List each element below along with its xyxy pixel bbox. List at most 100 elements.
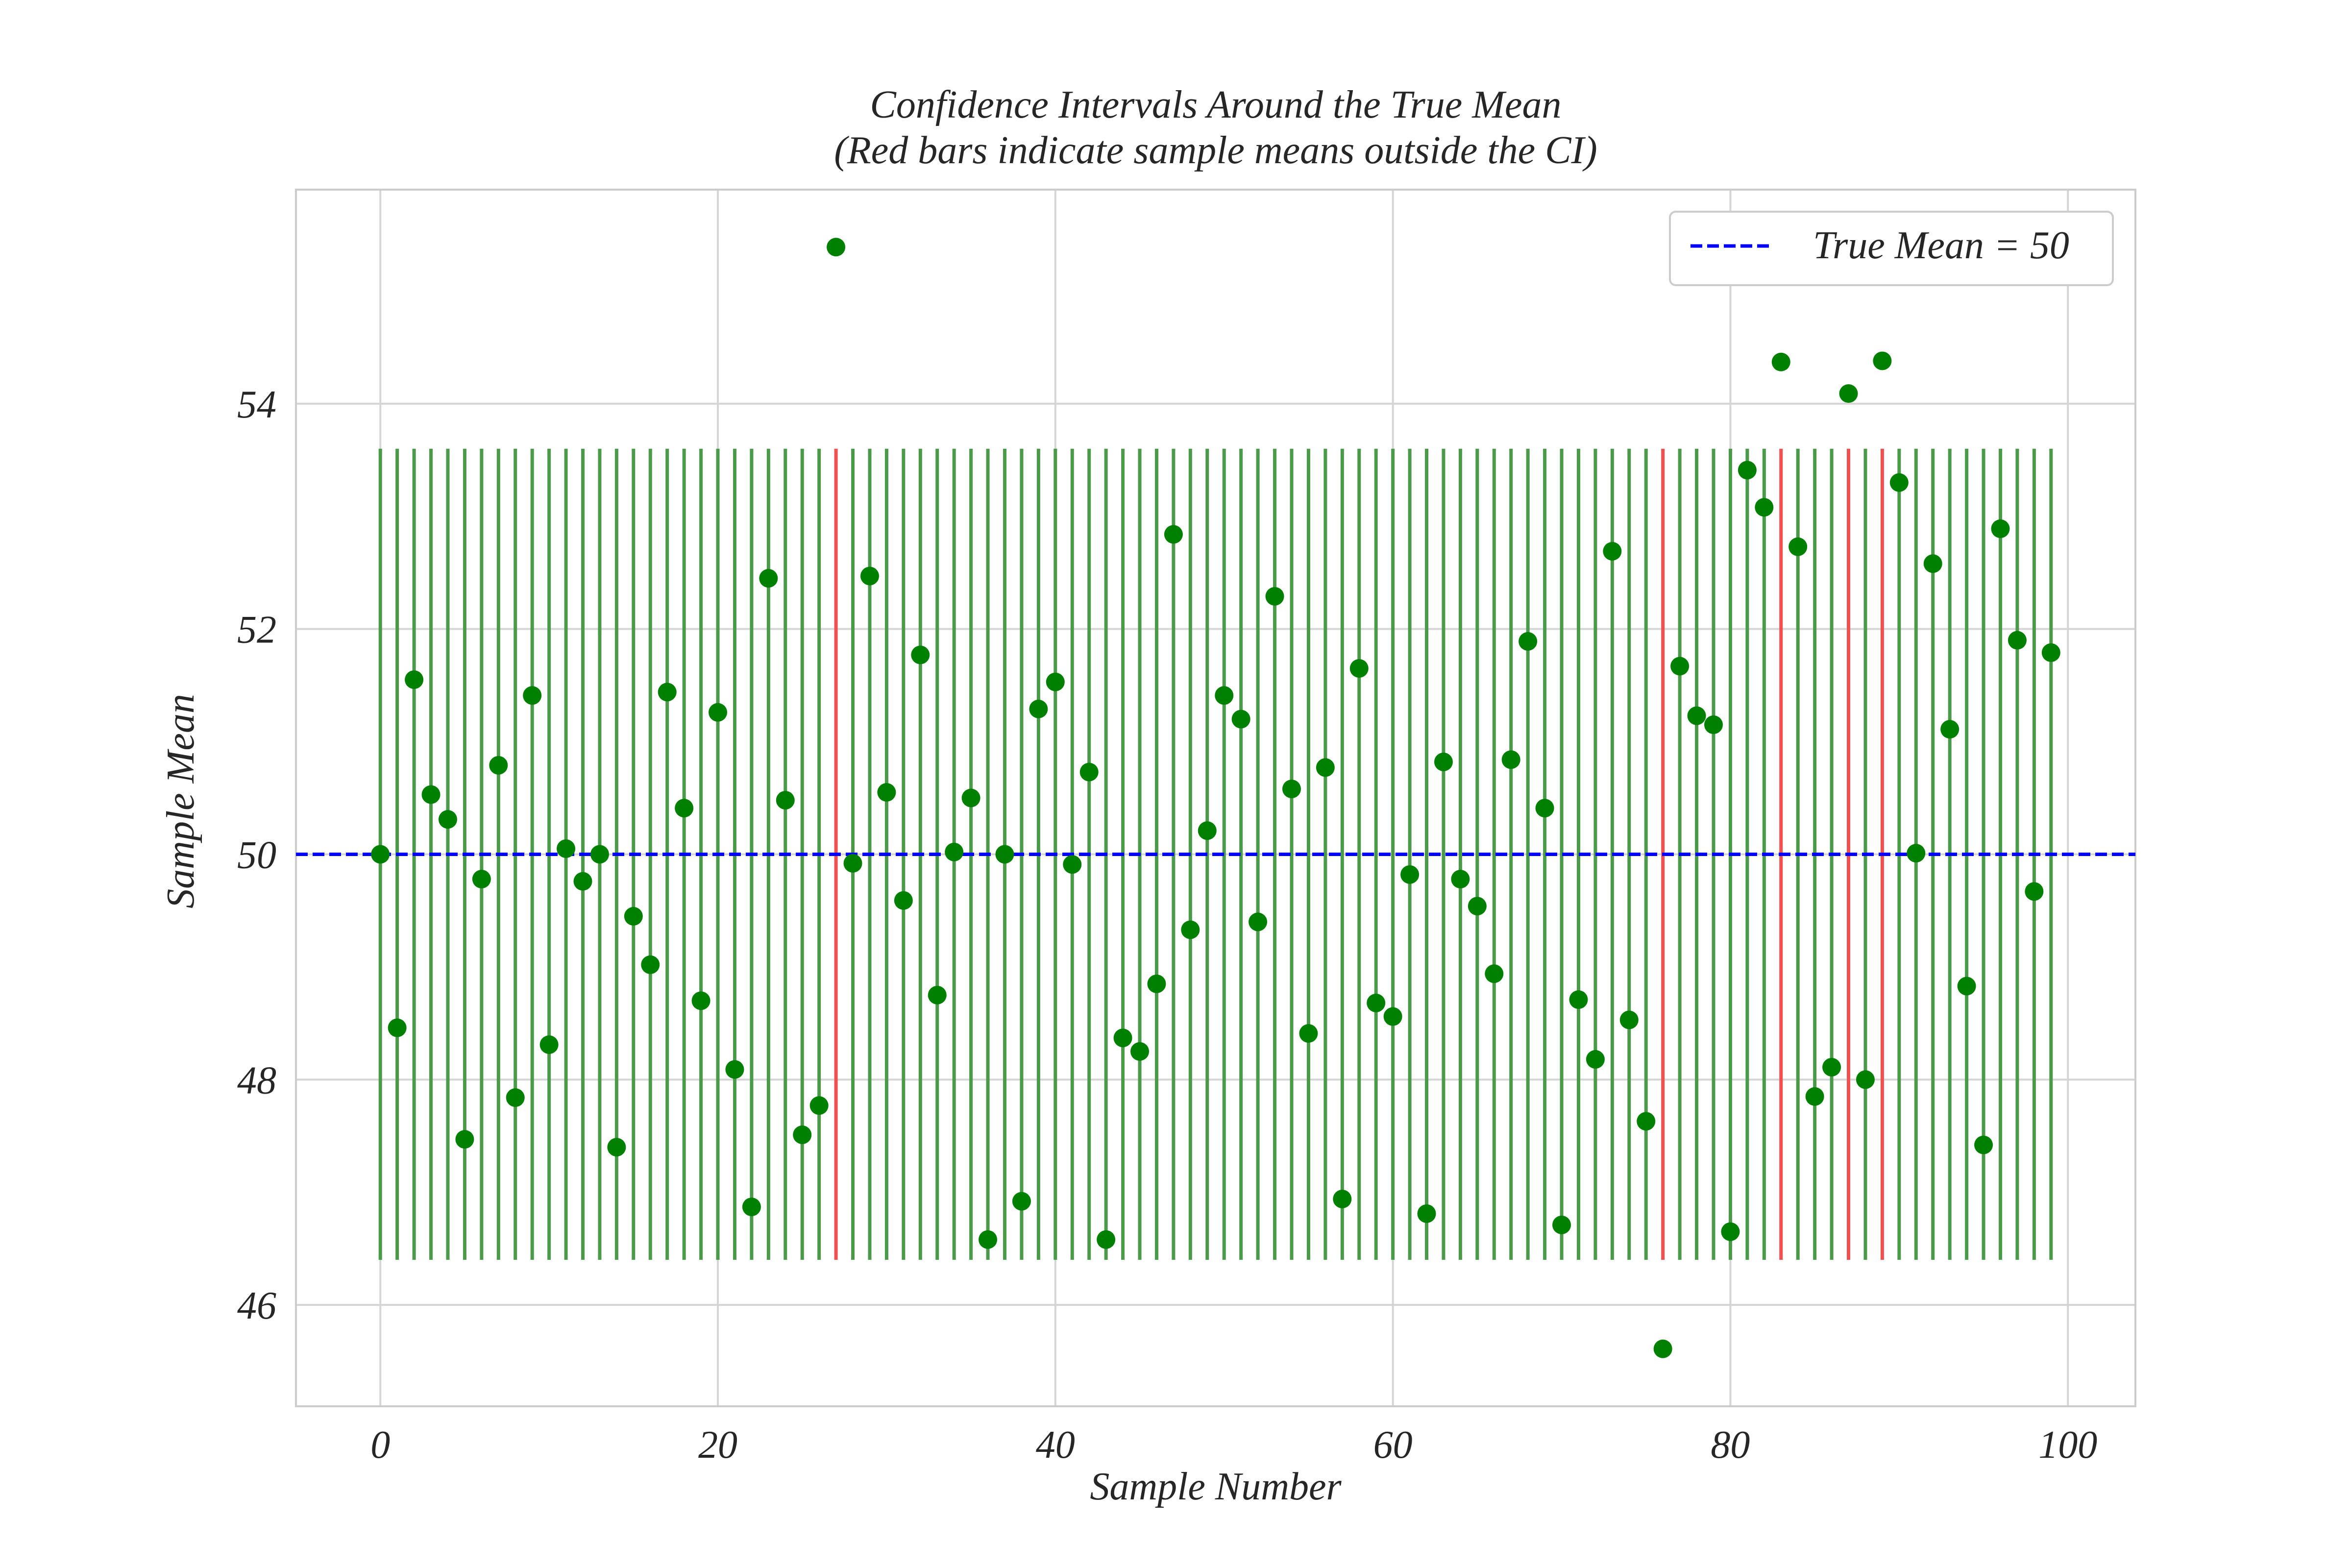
- sample-mean-point: [489, 756, 508, 775]
- sample-mean-point: [1063, 855, 1082, 874]
- sample-mean-point: [388, 1018, 407, 1037]
- sample-mean-points: [371, 238, 2060, 1358]
- sample-mean-point: [809, 1096, 829, 1115]
- sample-mean-point: [2041, 643, 2060, 662]
- sample-mean-point: [1889, 473, 1909, 492]
- sample-mean-point: [1012, 1192, 1031, 1211]
- sample-mean-point: [1822, 1057, 1841, 1077]
- sample-mean-point: [1029, 699, 1048, 718]
- sample-mean-point: [894, 891, 913, 910]
- sample-mean-point: [1670, 657, 1690, 676]
- x-tick-label: 100: [2038, 1423, 2097, 1467]
- sample-mean-point: [1468, 897, 1487, 916]
- sample-mean-point: [675, 799, 694, 818]
- sample-mean-point: [1316, 758, 1335, 777]
- sample-mean-point: [843, 854, 862, 873]
- sample-mean-point: [1637, 1112, 1656, 1131]
- sample-mean-point: [371, 845, 390, 864]
- sample-mean-point: [1991, 519, 2010, 539]
- sample-mean-point: [2025, 882, 2044, 901]
- sample-mean-point: [979, 1230, 998, 1249]
- sample-mean-point: [405, 670, 424, 689]
- sample-mean-point: [1383, 1007, 1402, 1026]
- sample-mean-point: [1805, 1087, 1824, 1106]
- grid-lines: [296, 190, 2135, 1406]
- sample-mean-point: [1856, 1070, 1875, 1089]
- sample-mean-point: [945, 842, 964, 861]
- x-tick-label: 80: [1711, 1423, 1750, 1467]
- sample-mean-point: [961, 788, 980, 808]
- sample-mean-point: [1231, 710, 1250, 729]
- sample-mean-point: [1434, 752, 1453, 771]
- legend-label: True Mean = 50: [1813, 224, 2069, 267]
- sample-mean-point: [557, 839, 576, 858]
- sample-mean-point: [1282, 780, 1301, 799]
- sample-mean-point: [590, 845, 609, 864]
- sample-mean-point: [1417, 1204, 1436, 1223]
- sample-mean-point: [827, 238, 846, 257]
- tick-labels: 0 20 40 60 80 100 46 48 50 52 54: [237, 383, 2097, 1467]
- sample-mean-point: [1873, 351, 1892, 370]
- sample-mean-point: [624, 906, 643, 926]
- legend-box: [1669, 211, 2114, 286]
- sample-mean-point: [1940, 720, 1960, 739]
- sample-mean-point: [1451, 870, 1470, 889]
- sample-mean-point: [1552, 1215, 1571, 1234]
- sample-mean-point: [1349, 659, 1369, 678]
- chart-title-line2: (Red bars indicate sample means outside …: [834, 129, 1597, 172]
- sample-mean-point: [1704, 715, 1723, 735]
- sample-mean-point: [1535, 799, 1554, 818]
- x-axis-label: Sample Number: [1090, 1465, 1342, 1508]
- y-tick-label: 48: [237, 1059, 276, 1102]
- sample-mean-point: [539, 1035, 559, 1054]
- sample-mean-point: [1130, 1042, 1150, 1061]
- sample-mean-point: [725, 1060, 744, 1079]
- y-tick-label: 46: [237, 1284, 276, 1327]
- x-tick-label: 0: [370, 1423, 390, 1467]
- sample-mean-point: [759, 569, 778, 588]
- sample-mean-point: [1619, 1010, 1639, 1029]
- sample-mean-point: [1721, 1222, 1740, 1241]
- sample-mean-point: [1687, 706, 1706, 725]
- sample-mean-point: [1653, 1339, 1672, 1358]
- x-tick-label: 60: [1373, 1423, 1413, 1467]
- sample-mean-point: [421, 785, 441, 804]
- sample-mean-point: [776, 791, 795, 810]
- sample-mean-point: [1046, 672, 1065, 691]
- sample-mean-point: [1519, 632, 1538, 651]
- sample-mean-point: [1974, 1135, 1993, 1154]
- legend: True Mean = 50: [1669, 211, 2114, 286]
- sample-mean-point: [1603, 542, 1622, 561]
- sample-mean-point: [1215, 686, 1234, 705]
- sample-mean-point: [742, 1198, 761, 1217]
- sample-mean-point: [928, 985, 947, 1004]
- sample-mean-point: [523, 686, 542, 705]
- sample-mean-point: [911, 645, 930, 664]
- sample-mean-point: [1113, 1029, 1132, 1048]
- sample-mean-point: [691, 991, 710, 1010]
- sample-mean-point: [438, 810, 457, 829]
- sample-mean-point: [1147, 974, 1166, 993]
- sample-mean-point: [1569, 990, 1588, 1009]
- plot-border: [295, 189, 2136, 1407]
- sample-mean-point: [1586, 1050, 1605, 1069]
- sample-mean-point: [1367, 993, 1386, 1012]
- sample-mean-point: [1400, 865, 1420, 884]
- sample-mean-point: [709, 703, 728, 722]
- sample-mean-point: [1771, 352, 1790, 371]
- sample-mean-point: [1097, 1230, 1116, 1249]
- sample-mean-point: [860, 566, 879, 586]
- sample-mean-point: [1788, 537, 1808, 556]
- sample-mean-point: [1839, 384, 1858, 403]
- sample-mean-point: [472, 870, 491, 889]
- chart-title-line1: Confidence Intervals Around the True Mea…: [870, 83, 1562, 126]
- sample-mean-point: [1079, 762, 1099, 782]
- sample-mean-point: [1164, 525, 1183, 544]
- sample-mean-point: [1198, 821, 1217, 840]
- sample-mean-point: [1501, 750, 1520, 769]
- sample-mean-point: [1755, 498, 1774, 517]
- sample-mean-point: [877, 783, 896, 802]
- sample-mean-point: [793, 1125, 812, 1144]
- sample-mean-point: [995, 845, 1014, 864]
